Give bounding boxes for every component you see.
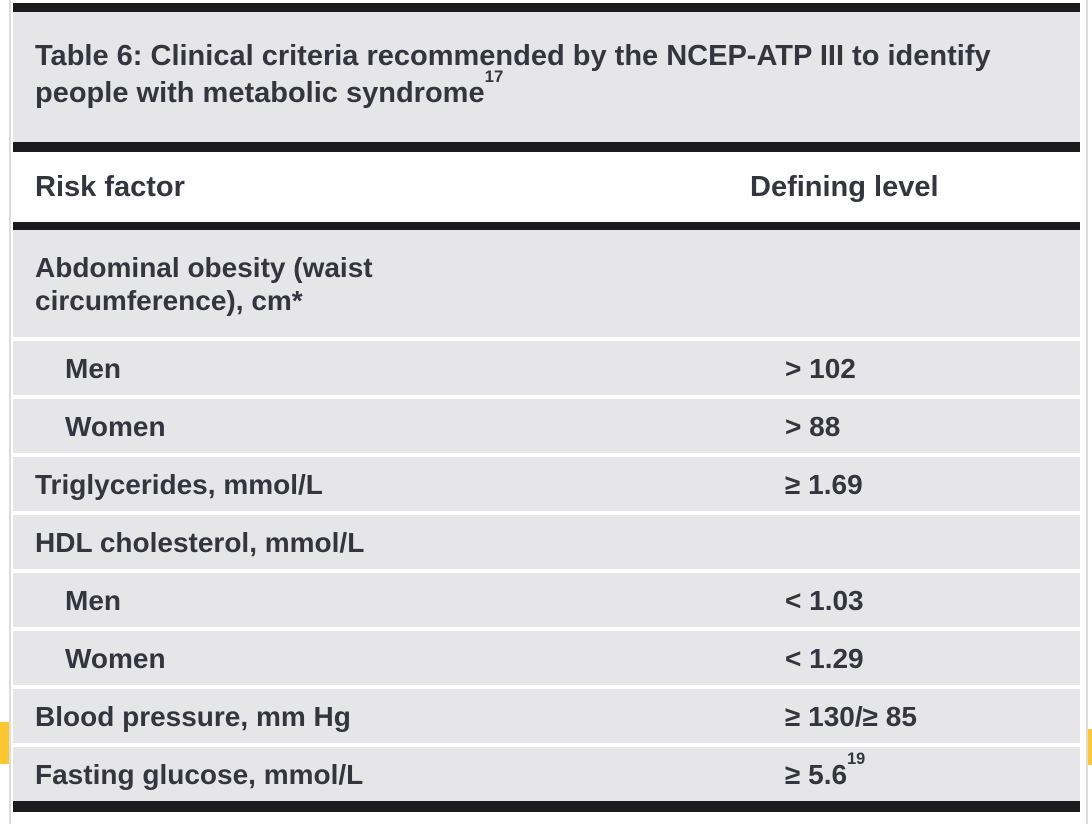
row-label: Fasting glucose, mmol/L bbox=[35, 758, 364, 790]
clinical-criteria-table: Table 6: Clinical criteria recommended b… bbox=[13, 3, 1080, 812]
yellow-accent-bar-right bbox=[1088, 729, 1092, 765]
column-header-risk-factor: Risk factor bbox=[35, 170, 185, 203]
row-value: ≥ 130/≥ 85 bbox=[785, 700, 917, 732]
yellow-accent-bar-left bbox=[0, 722, 9, 764]
row-label: Women bbox=[65, 410, 166, 442]
table-row: Triglycerides, mmol/L ≥ 1.69 bbox=[13, 457, 1080, 511]
table-row: Blood pressure, mm Hg ≥ 130/≥ 85 bbox=[13, 689, 1080, 743]
row-value-reference-superscript: 19 bbox=[847, 750, 866, 769]
table-title-text: Clinical criteria recommended by the NCE… bbox=[35, 40, 991, 109]
table-row: Men > 102 bbox=[13, 341, 1080, 395]
row-value: > 102 bbox=[785, 352, 856, 384]
table-body: Abdominal obesity (waist circumference),… bbox=[13, 230, 1080, 801]
column-header-defining-level: Defining level bbox=[750, 170, 939, 203]
table-header-row: Risk factor Defining level bbox=[13, 152, 1080, 222]
row-value: < 1.29 bbox=[785, 642, 864, 674]
table-title-prefix: Table 6: bbox=[35, 40, 143, 72]
table-title-reference-superscript: 17 bbox=[484, 67, 504, 87]
table-row: Abdominal obesity (waist circumference),… bbox=[13, 230, 1080, 337]
row-value: < 1.03 bbox=[785, 584, 864, 616]
table-row: Women < 1.29 bbox=[13, 631, 1080, 685]
rule-under-header bbox=[13, 222, 1080, 230]
table-row: Fasting glucose, mmol/L ≥ 5.619 bbox=[13, 747, 1080, 801]
row-value: > 88 bbox=[785, 410, 841, 442]
row-label: HDL cholesterol, mmol/L bbox=[35, 526, 365, 558]
row-value: ≥ 1.69 bbox=[785, 468, 863, 500]
table-top-rule bbox=[13, 3, 1080, 12]
table-title: Table 6: Clinical criteria recommended b… bbox=[13, 12, 1080, 142]
table-row: Women > 88 bbox=[13, 399, 1080, 453]
table-bottom-rule bbox=[13, 801, 1080, 812]
row-label: Abdominal obesity (waist circumference),… bbox=[35, 251, 373, 316]
row-label: Men bbox=[65, 584, 121, 616]
row-label: Triglycerides, mmol/L bbox=[35, 468, 323, 500]
page-edge-line-left bbox=[9, 0, 11, 824]
rule-under-title bbox=[13, 142, 1080, 152]
table-row: Men < 1.03 bbox=[13, 573, 1080, 627]
row-label: Men bbox=[65, 352, 121, 384]
row-label: Women bbox=[65, 642, 166, 674]
page-edge-line-right bbox=[1086, 0, 1088, 824]
row-label: Blood pressure, mm Hg bbox=[35, 700, 351, 732]
table-row: HDL cholesterol, mmol/L bbox=[13, 515, 1080, 569]
row-value: ≥ 5.6 bbox=[785, 758, 848, 790]
